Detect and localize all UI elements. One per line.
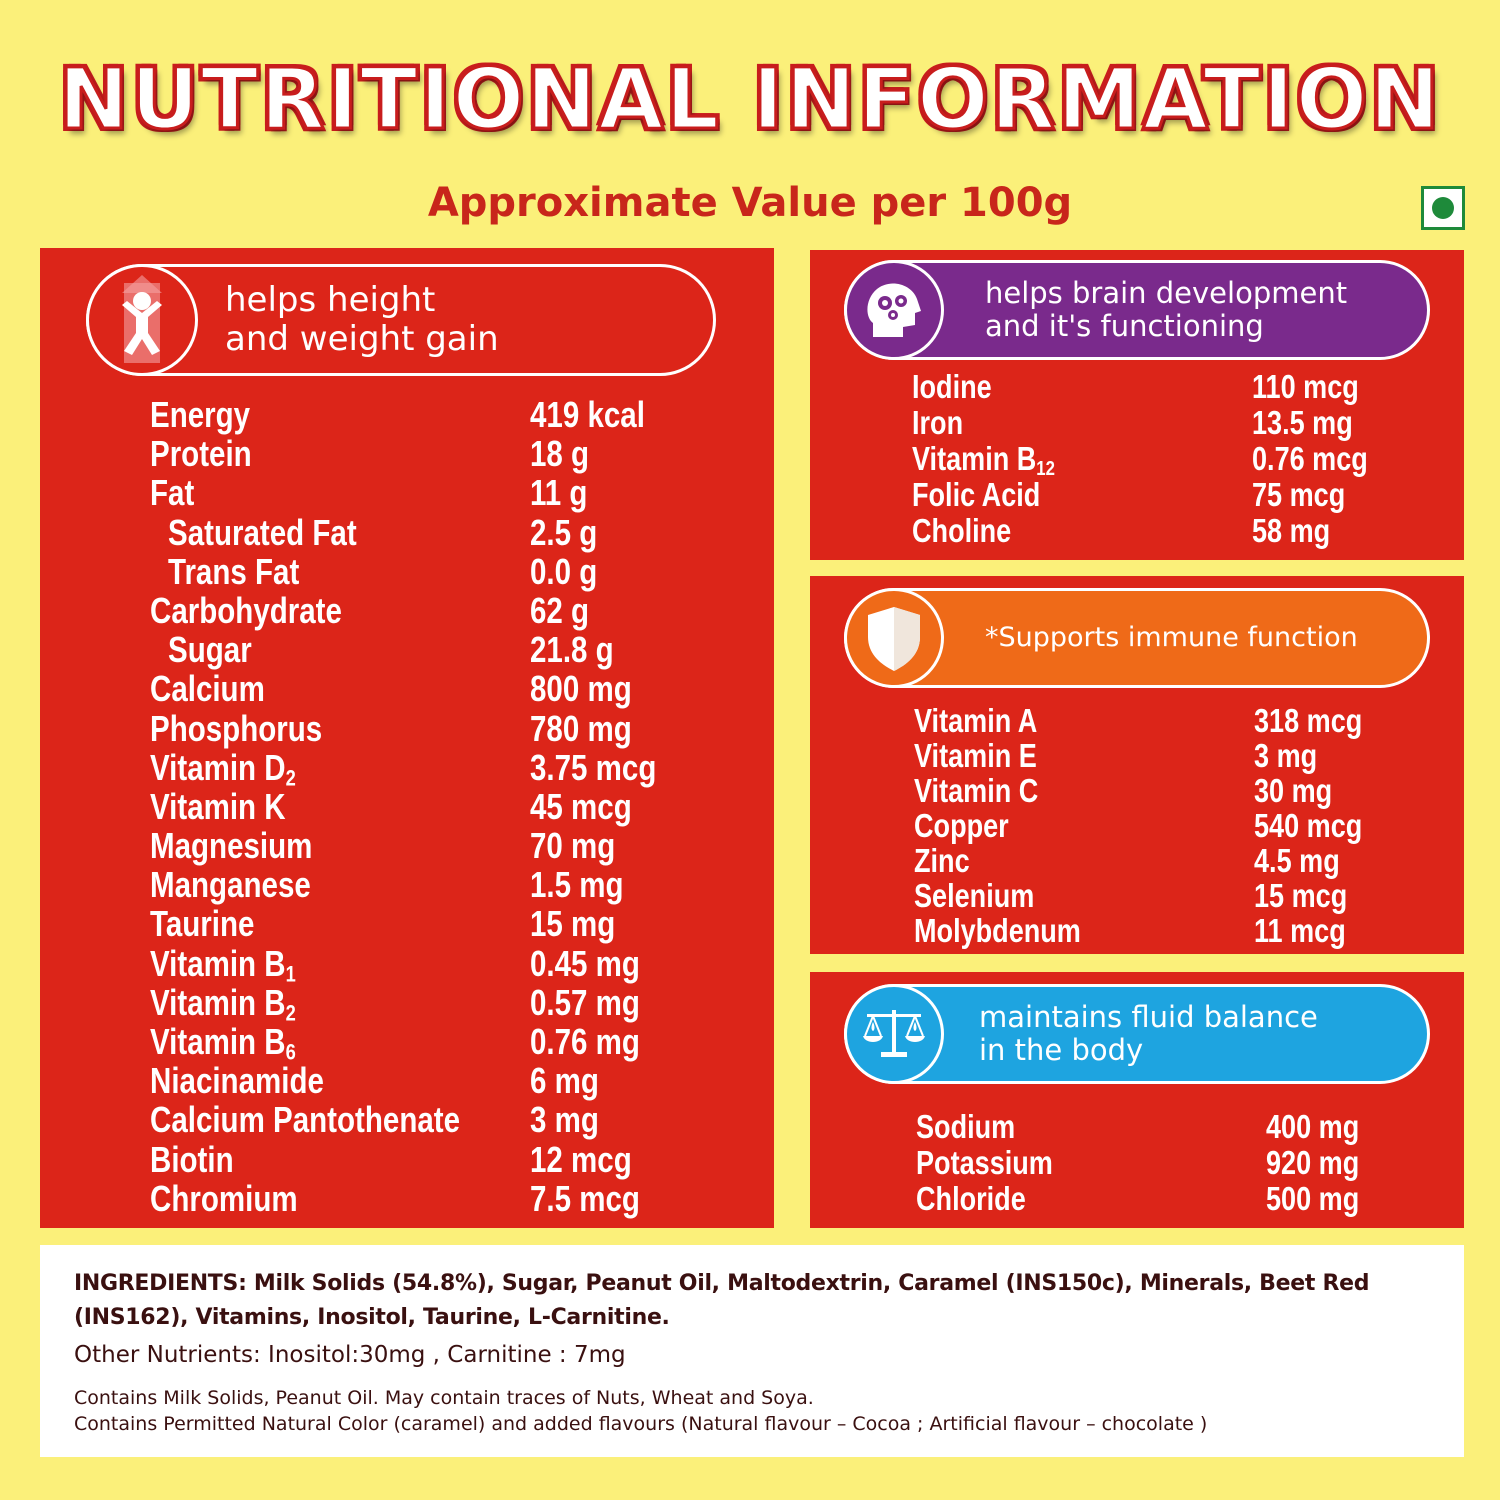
- shield-icon: [844, 588, 944, 688]
- table-row: Iron 13.5 mg: [912, 404, 1353, 441]
- allergen-note: Contains Milk Solids, Peanut Oil. May co…: [74, 1387, 814, 1409]
- table-row: Vitamin K 45 mcg: [150, 785, 632, 827]
- table-row: Taurine 15 mg: [150, 903, 616, 945]
- table-row: Protein 18 g: [150, 433, 590, 475]
- page-title: NUTRITIONAL INFORMATION: [57, 49, 1442, 150]
- table-row: Vitamin A 318 mcg: [914, 702, 1363, 739]
- fluid-nutrient-table: Sodium 400 mg Potassium 920 mg Chloride 500…: [916, 1108, 1436, 1217]
- fluid-label-line1: maintains fluid balance: [979, 999, 1318, 1034]
- table-row: Sodium 400 mg: [916, 1108, 1360, 1145]
- brain-gears-icon: [844, 260, 944, 360]
- table-row: Manganese 1.5 mg: [150, 864, 624, 906]
- balance-scale-icon: [844, 984, 944, 1084]
- table-row: Magnesium 70 mg: [150, 825, 616, 867]
- table-row: Chloride 500 mg: [916, 1180, 1360, 1217]
- table-row: Calcium Pantothenate 3 mg: [150, 1099, 599, 1141]
- growth-header-pill: helps height and weight gain: [86, 264, 716, 376]
- vegetarian-mark-icon: [1421, 186, 1465, 230]
- table-row: Vitamin B12 0.76 mcg: [912, 440, 1368, 481]
- table-row: Vitamin B1 0.45 mg: [150, 942, 640, 987]
- fluid-header-pill: maintains fluid balance in the body: [844, 984, 1430, 1084]
- table-row: Niacinamide 6 mg: [150, 1060, 599, 1102]
- growth-label-line1: helps height: [225, 279, 436, 320]
- brain-label-line1: helps brain development: [985, 275, 1348, 310]
- table-row: Selenium 15 mcg: [914, 877, 1348, 914]
- fluid-label-line2: in the body: [979, 1033, 1144, 1067]
- growth-label-line2: and weight gain: [225, 319, 499, 359]
- table-row: Fat 11 g: [150, 472, 588, 514]
- table-row: Vitamin D2 3.75 mcg: [150, 746, 657, 791]
- immune-panel: *Supports immune function Vitamin A 318 m…: [810, 576, 1464, 954]
- table-row: Phosphorus 780 mg: [150, 707, 632, 749]
- growth-nutrient-table: Energy 419 kcal Protein 18 g Fat 11 g Satur…: [150, 394, 750, 1219]
- page-subtitle: Approximate Value per 100g: [427, 180, 1073, 226]
- brain-panel: helps brain development and it's functio…: [810, 250, 1464, 560]
- table-row: Sugar 21.8 g: [168, 629, 614, 671]
- flavour-note: Contains Permitted Natural Color (carame…: [74, 1413, 1208, 1435]
- table-row: Vitamin C 30 mg: [914, 772, 1333, 809]
- ingredients-box: INGREDIENTS: Milk Solids (54.8%), Sugar,…: [40, 1245, 1464, 1457]
- table-row: Vitamin B6 0.76 mg: [150, 1021, 640, 1065]
- table-row: Energy 419 kcal: [150, 394, 645, 435]
- table-row: Iodine 110 mcg: [912, 368, 1359, 405]
- table-row: Chromium 7.5 mcg: [150, 1177, 640, 1219]
- immune-label: *Supports immune function: [985, 622, 1358, 654]
- table-row: Biotin 12 mcg: [150, 1138, 632, 1180]
- table-row: Calcium 800 mg: [150, 668, 632, 710]
- immune-header-pill: *Supports immune function: [844, 588, 1430, 688]
- table-row: Folic Acid 75 mcg: [912, 476, 1346, 513]
- ingredients-text: INGREDIENTS: Milk Solids (54.8%), Sugar,…: [74, 1271, 1370, 1330]
- fluid-panel: maintains fluid balance in the body Sodi…: [810, 972, 1464, 1228]
- child-growth-icon: [86, 264, 198, 376]
- table-row: Potassium 920 mg: [916, 1144, 1360, 1181]
- table-row: Saturated Fat 2.5 g: [168, 511, 598, 553]
- brain-label-line2: and it's functioning: [985, 309, 1264, 343]
- other-nutrients-text: Other Nutrients: Inositol:30mg , Carniti…: [74, 1342, 626, 1368]
- table-row: Vitamin B2 0.57 mg: [150, 981, 640, 1026]
- table-row: Carbohydrate 62 g: [150, 589, 590, 631]
- table-row: Copper 540 mcg: [914, 807, 1363, 844]
- growth-panel: helps height and weight gain Energy 419 k…: [40, 248, 774, 1228]
- table-row: Trans Fat 0.0 g: [168, 550, 598, 592]
- table-row: Molybdenum 11 mcg: [914, 912, 1346, 949]
- brain-nutrient-table: Iodine 110 mcg Iron 13.5 mg Vitamin B12 0.7…: [912, 368, 1432, 549]
- brain-header-pill: helps brain development and it's functio…: [844, 260, 1430, 360]
- table-row: Zinc 4.5 mg: [914, 842, 1340, 879]
- table-row: Choline 58 mg: [912, 512, 1331, 549]
